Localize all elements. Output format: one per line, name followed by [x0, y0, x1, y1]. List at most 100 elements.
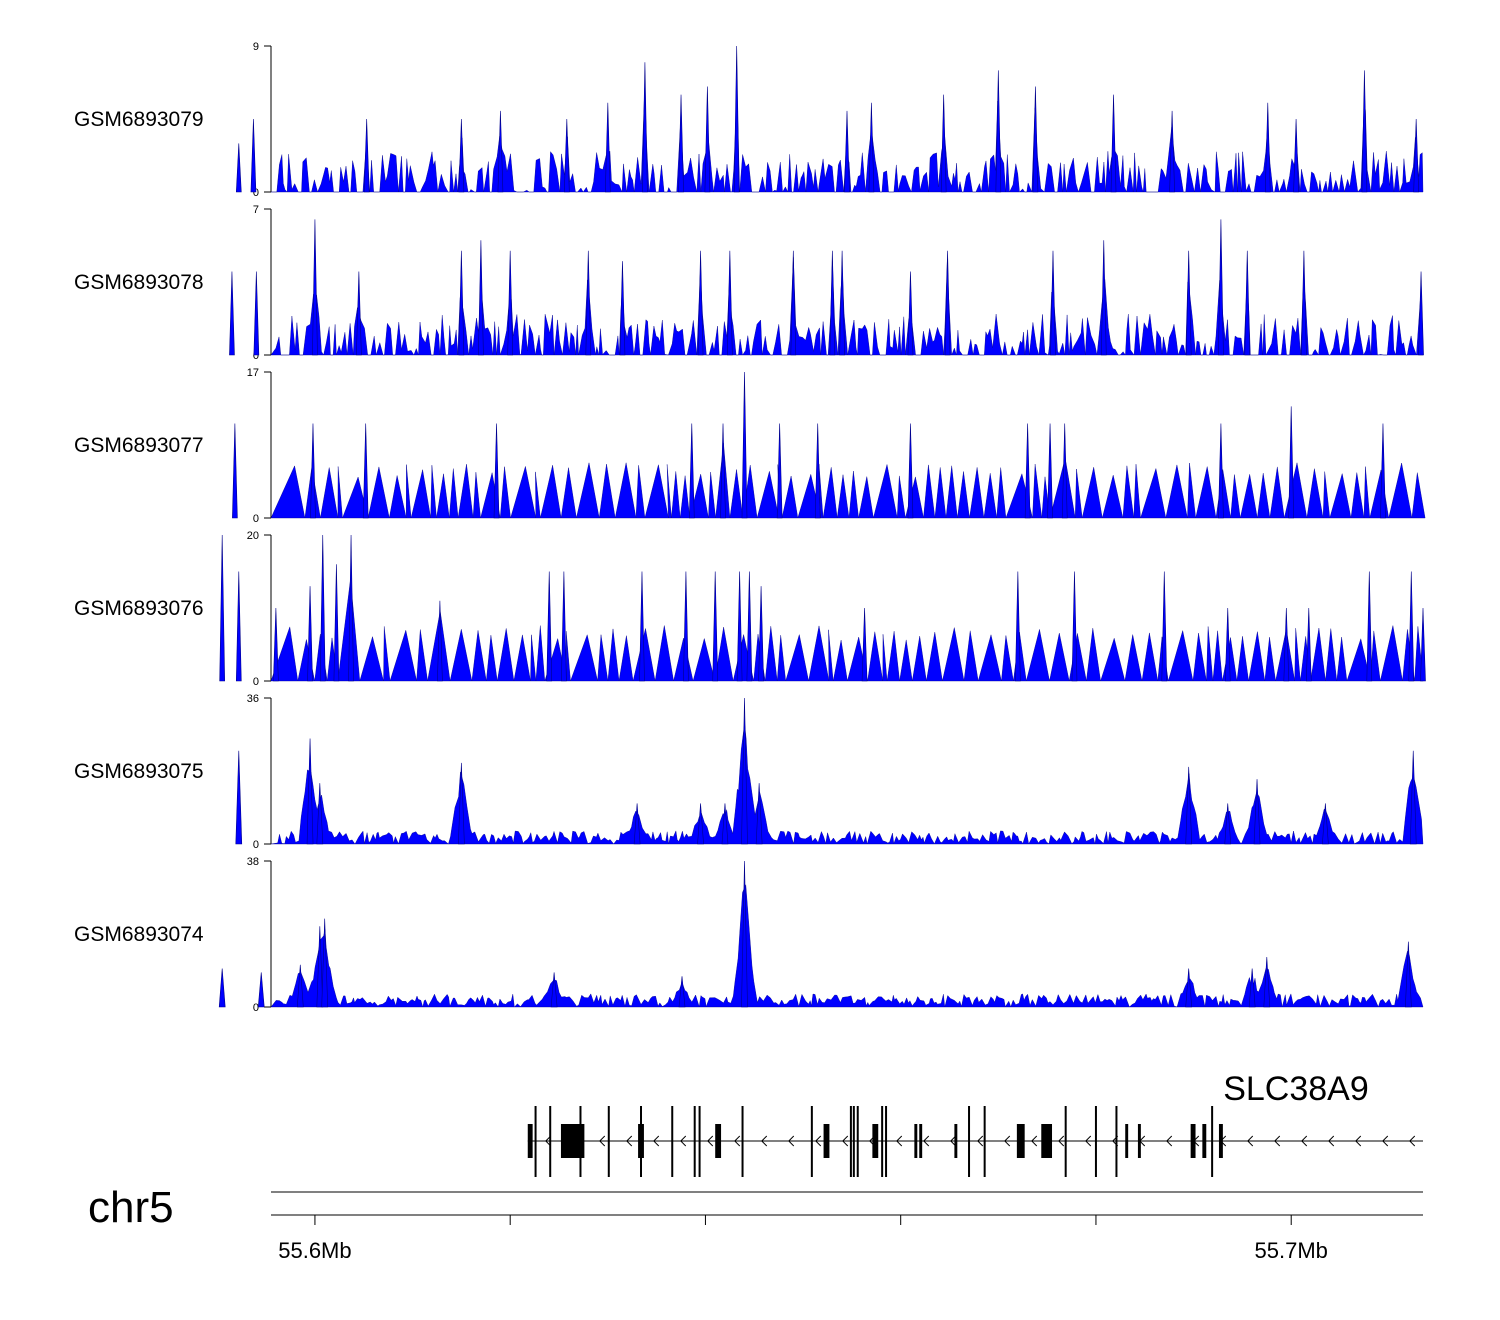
- strand-arrow: [1274, 1135, 1281, 1147]
- strand-arrow: [1058, 1135, 1065, 1147]
- signal-peak: [1224, 803, 1232, 845]
- signal-peak: [362, 423, 369, 519]
- strand-arrow: [896, 1135, 903, 1147]
- y-max-label: 20: [247, 530, 259, 542]
- signal-peak: [1161, 571, 1168, 682]
- signal-peak: [497, 110, 504, 193]
- exon-block: [1041, 1124, 1053, 1158]
- y-min-label: 0: [253, 187, 259, 199]
- track-GSM6893079: 9 0 GSM6893079: [74, 41, 1424, 199]
- signal-peak: [1380, 423, 1386, 519]
- signal-area: [270, 257, 1424, 356]
- signal-peak: [356, 271, 362, 356]
- exon-block: [560, 1124, 585, 1158]
- signal-peak: [296, 964, 304, 1008]
- signal-peak: [839, 250, 845, 356]
- strand-arrow: [1247, 1135, 1254, 1147]
- signal-peak: [493, 423, 500, 519]
- exon-block: [919, 1124, 923, 1158]
- signal-peak: [1047, 423, 1053, 519]
- signal-peak: [235, 143, 242, 193]
- signal-tracks: 9 0 GSM6893079 7 0 GSM6893078 17 0 GSM6893077 20 0…: [74, 41, 1426, 1014]
- track-label: GSM6893079: [74, 108, 204, 131]
- y-min-label: 0: [253, 350, 259, 362]
- signal-peak: [235, 750, 243, 845]
- track-GSM6893075: 36 0 GSM6893075: [74, 693, 1424, 851]
- signal-peak: [235, 571, 242, 682]
- signal-area: [270, 443, 1426, 519]
- signal-peak: [697, 250, 704, 356]
- track-GSM6893076: 20 0 GSM6893076: [74, 530, 1426, 688]
- exon-block: [872, 1124, 879, 1158]
- signal-peak: [704, 86, 711, 193]
- strand-arrow: [761, 1135, 768, 1147]
- signal-peak: [1301, 250, 1307, 356]
- strand-arrow: [923, 1135, 930, 1147]
- strand-arrow: [1301, 1135, 1308, 1147]
- signal-peak: [733, 45, 740, 193]
- signal-area: [271, 88, 1424, 193]
- signal-peak: [861, 607, 868, 682]
- signal-peak: [712, 571, 719, 682]
- signal-peak: [1032, 86, 1039, 193]
- strand-arrow: [599, 1135, 606, 1147]
- signal-peak: [688, 423, 695, 519]
- signal-area: [270, 722, 1424, 845]
- strand-arrow: [1382, 1135, 1389, 1147]
- signal-peak: [1248, 968, 1256, 1008]
- exon-block: [823, 1124, 830, 1158]
- signal-peak: [1361, 70, 1368, 193]
- signal-peak: [232, 423, 238, 519]
- strand-arrow: [950, 1135, 957, 1147]
- signal-peak: [1050, 250, 1056, 356]
- signal-peak: [316, 783, 324, 845]
- signal-peak: [1418, 271, 1424, 356]
- strand-arrow: [707, 1135, 714, 1147]
- signal-peak: [1322, 803, 1329, 845]
- chromosome-label: chr5: [88, 1183, 174, 1232]
- strand-arrow: [842, 1135, 849, 1147]
- y-max-label: 38: [247, 856, 259, 868]
- signal-peak: [273, 607, 279, 682]
- strand-arrow: [1409, 1135, 1416, 1147]
- signal-peak: [229, 271, 235, 356]
- signal-peak: [790, 250, 797, 356]
- exon-block: [638, 1124, 644, 1158]
- signal-peak: [1169, 110, 1175, 193]
- signal-peak: [1185, 968, 1193, 1008]
- signal-peak: [550, 972, 558, 1008]
- signal-peak: [316, 926, 324, 1008]
- signal-peak: [678, 94, 684, 193]
- exon-block: [954, 1124, 958, 1158]
- signal-peak: [720, 423, 726, 519]
- gene-track: SLC38A9: [527, 1070, 1423, 1177]
- strand-arrow: [1328, 1135, 1335, 1147]
- strand-arrow: [653, 1135, 660, 1147]
- y-min-label: 0: [253, 513, 259, 525]
- strand-arrow: [1004, 1135, 1011, 1147]
- signal-peak: [907, 423, 914, 519]
- axis-tick-label: 55.6Mb: [278, 1238, 351, 1263]
- signal-peak: [741, 697, 748, 845]
- signal-peak: [814, 423, 821, 519]
- y-max-label: 17: [247, 367, 259, 379]
- signal-peak: [944, 250, 951, 356]
- signal-peak: [727, 250, 733, 356]
- track-label: GSM6893075: [74, 760, 204, 783]
- signal-peak: [642, 62, 648, 193]
- y-min-label: 0: [253, 839, 259, 851]
- strand-arrow: [626, 1135, 633, 1147]
- exon-block: [1016, 1124, 1025, 1158]
- signal-peak: [697, 803, 704, 845]
- track-label: GSM6893074: [74, 923, 204, 946]
- signal-peak: [363, 118, 370, 193]
- signal-peak: [829, 250, 836, 356]
- signal-peak: [218, 968, 226, 1008]
- signal-peak: [776, 423, 783, 519]
- exon-block: [1218, 1124, 1223, 1158]
- signal-peak: [306, 738, 314, 845]
- signal-peak: [1264, 102, 1271, 193]
- signal-peak: [721, 803, 729, 845]
- strand-arrow: [1085, 1135, 1092, 1147]
